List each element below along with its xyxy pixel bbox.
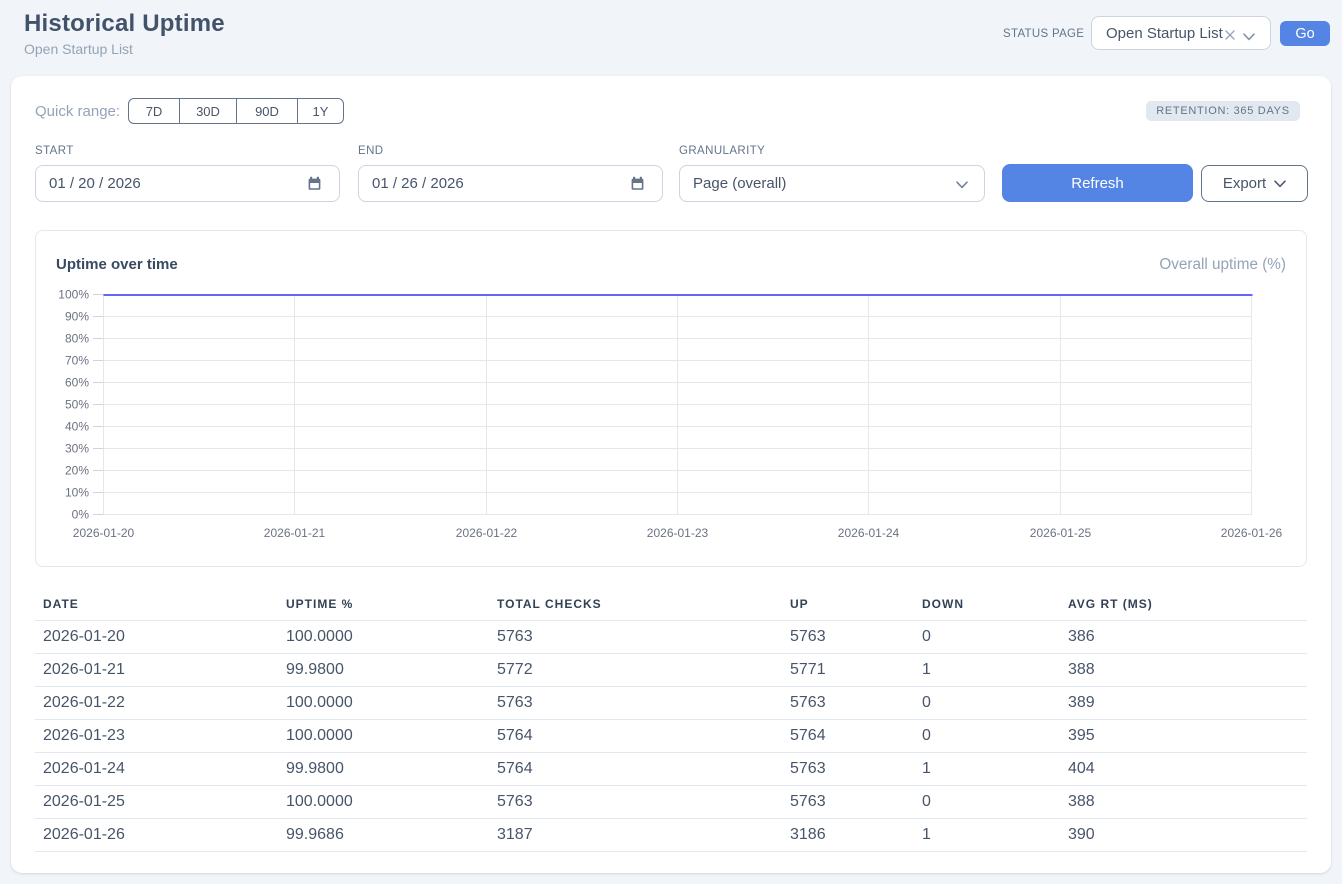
svg-text:70%: 70% [65, 354, 89, 368]
svg-text:2026-01-24: 2026-01-24 [838, 526, 900, 540]
svg-text:2026-01-25: 2026-01-25 [1030, 526, 1092, 540]
svg-text:2026-01-20: 2026-01-20 [73, 526, 135, 540]
svg-text:20%: 20% [65, 464, 89, 478]
svg-text:0%: 0% [72, 508, 90, 522]
svg-text:2026-01-23: 2026-01-23 [647, 526, 709, 540]
svg-text:100%: 100% [58, 288, 89, 302]
svg-text:90%: 90% [65, 310, 89, 324]
svg-text:80%: 80% [65, 332, 89, 346]
svg-text:2026-01-26: 2026-01-26 [1221, 526, 1283, 540]
svg-text:50%: 50% [65, 398, 89, 412]
svg-text:2026-01-22: 2026-01-22 [456, 526, 518, 540]
svg-text:10%: 10% [65, 486, 89, 500]
svg-text:30%: 30% [65, 442, 89, 456]
svg-text:40%: 40% [65, 420, 89, 434]
svg-text:60%: 60% [65, 376, 89, 390]
svg-text:2026-01-21: 2026-01-21 [264, 526, 326, 540]
